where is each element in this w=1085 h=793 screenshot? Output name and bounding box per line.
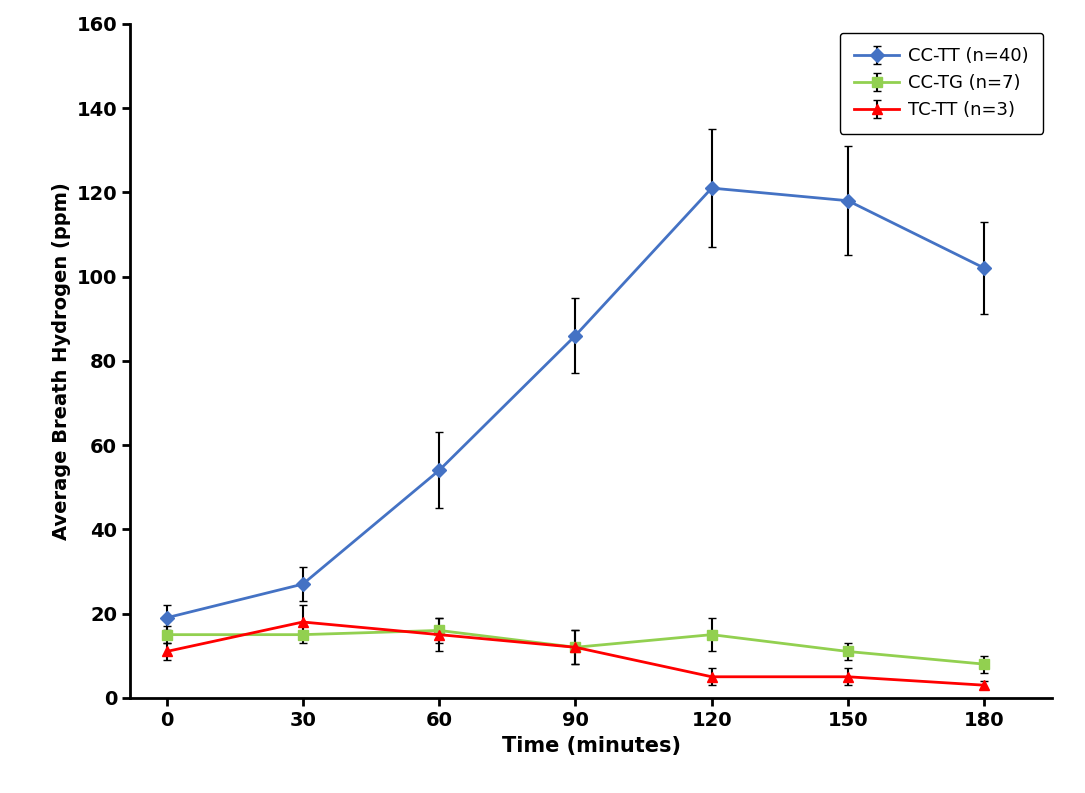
Legend: CC-TT (n=40), CC-TG (n=7), TC-TT (n=3): CC-TT (n=40), CC-TG (n=7), TC-TT (n=3): [840, 33, 1044, 134]
X-axis label: Time (minutes): Time (minutes): [502, 736, 680, 756]
Y-axis label: Average Breath Hydrogen (ppm): Average Breath Hydrogen (ppm): [52, 182, 71, 540]
